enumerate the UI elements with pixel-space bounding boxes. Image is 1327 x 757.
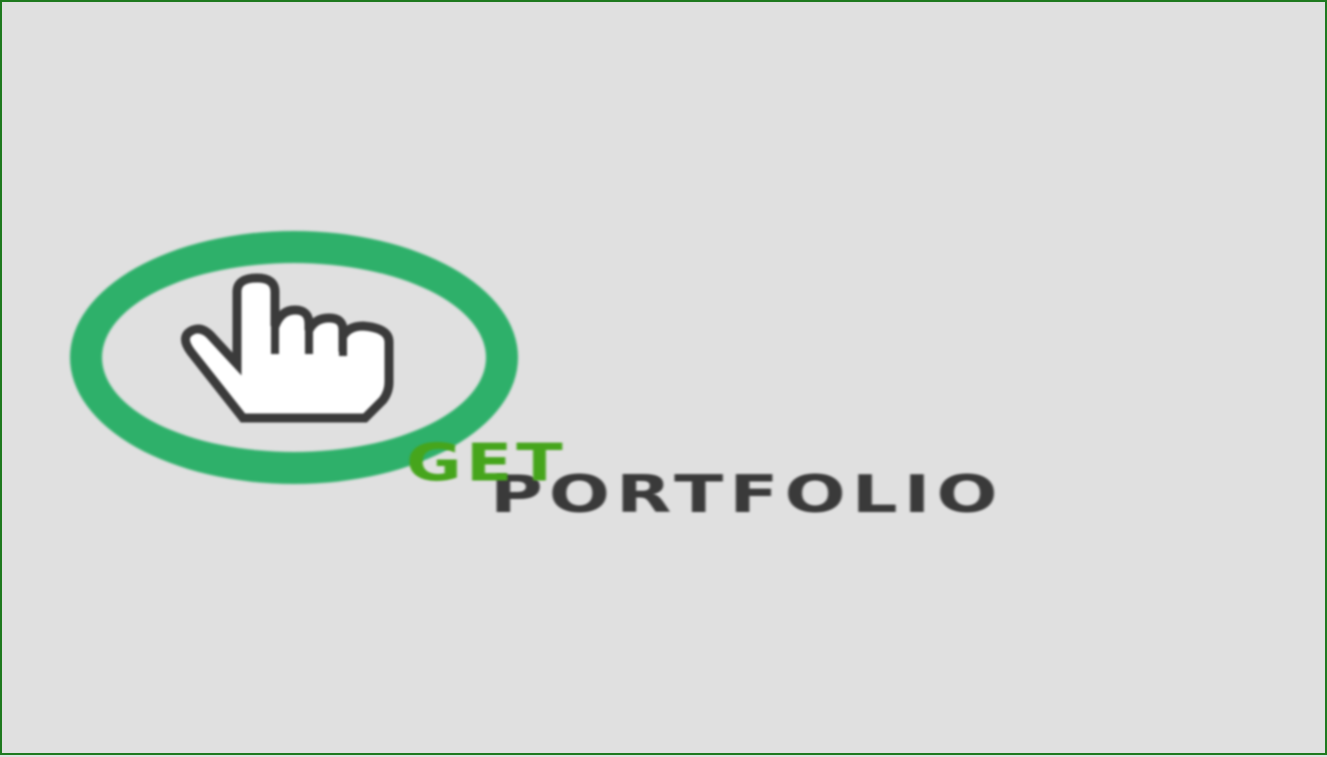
logo-word-get: GET xyxy=(406,433,567,494)
logo-word-portfolio: PORTFOLIO xyxy=(490,463,1004,525)
pointing-hand-icon xyxy=(181,273,394,423)
